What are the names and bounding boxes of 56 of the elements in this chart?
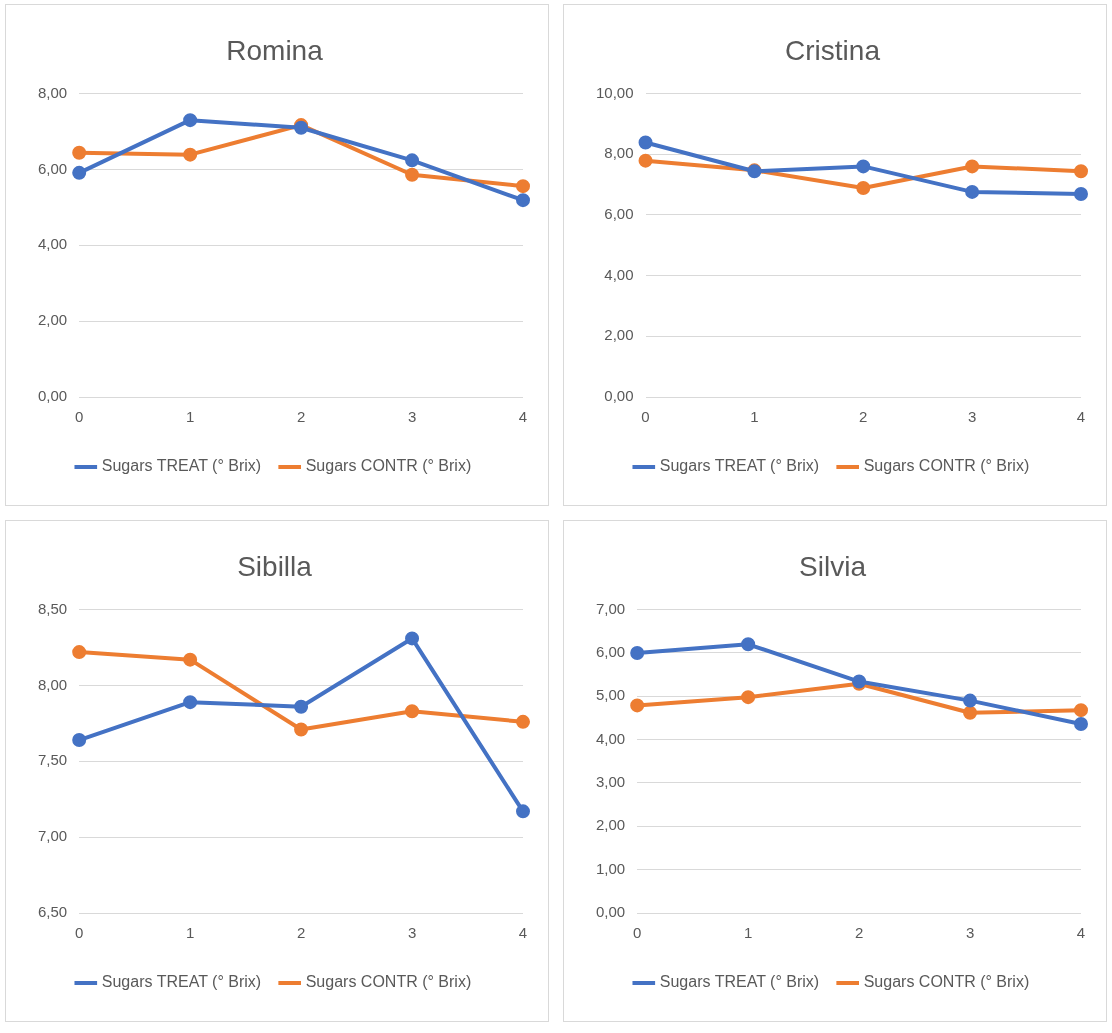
chart-title: Silvia	[799, 550, 867, 582]
y-tick-label: 7,00	[37, 827, 68, 845]
legend-label: Sugars CONTR (° Brix)	[863, 457, 1030, 475]
y-tick-label: 4,00	[37, 235, 68, 253]
x-tick-label: 1	[185, 408, 195, 426]
y-tick-label: 4,00	[595, 729, 626, 747]
x-tick-label: 2	[854, 924, 864, 942]
x-tick-label: 2	[296, 924, 306, 942]
legend-label: Sugars TREAT (° Brix)	[101, 457, 262, 475]
legend-label: Sugars TREAT (° Brix)	[659, 973, 820, 991]
x-tick-label: 2	[859, 408, 868, 426]
y-tick-label: 8,00	[604, 144, 634, 162]
y-tick-label: 8,00	[37, 675, 68, 693]
x-tick-label: 3	[407, 408, 417, 426]
y-tick-label: 2,00	[37, 311, 68, 329]
y-tick-label: 2,00	[595, 816, 626, 834]
y-tick-label: 6,00	[37, 159, 68, 177]
y-tick-label: 0,00	[604, 387, 634, 405]
x-tick-label: 4	[518, 924, 528, 942]
x-tick-label: 0	[75, 408, 84, 426]
y-tick-label: 6,00	[604, 205, 634, 223]
x-tick-label: 4	[518, 408, 528, 426]
x-tick-label: 3	[967, 408, 977, 426]
y-tick-label: 5,00	[595, 686, 626, 704]
y-tick-label: 6,00	[595, 643, 626, 661]
legend-label: Sugars CONTR (° Brix)	[305, 457, 472, 475]
y-tick-label: 6,50	[37, 903, 68, 921]
chart-title: Romina	[226, 34, 324, 66]
x-tick-label: 0	[641, 408, 650, 426]
legend-label: Sugars CONTR (° Brix)	[863, 973, 1030, 991]
chart-title: Sibilla	[237, 550, 313, 582]
x-tick-label: 3	[407, 924, 417, 942]
x-tick-label: 4	[1076, 924, 1086, 942]
y-tick-label: 0,00	[595, 903, 626, 921]
legend-label: Sugars TREAT (° Brix)	[659, 457, 820, 475]
y-tick-label: 8,00	[37, 83, 68, 101]
y-tick-label: 1,00	[595, 859, 626, 877]
chart-title: Cristina	[785, 34, 881, 66]
y-tick-label: 0,00	[37, 387, 68, 405]
y-tick-label: 10,00	[595, 83, 634, 101]
x-tick-label: 4	[1076, 408, 1086, 426]
x-tick-label: 0	[75, 924, 84, 942]
y-tick-label: 4,00	[604, 265, 634, 283]
legend-label: Sugars TREAT (° Brix)	[101, 973, 262, 991]
x-tick-label: 3	[965, 924, 975, 942]
y-tick-label: 8,50	[37, 599, 68, 617]
x-tick-label: 1	[750, 408, 759, 426]
y-tick-label: 7,00	[595, 599, 626, 617]
x-tick-label: 1	[743, 924, 753, 942]
y-tick-label: 7,50	[37, 751, 68, 769]
x-tick-label: 1	[185, 924, 195, 942]
y-tick-label: 3,00	[595, 773, 626, 791]
x-tick-label: 0	[633, 924, 642, 942]
y-tick-label: 2,00	[604, 326, 634, 344]
legend-label: Sugars CONTR (° Brix)	[305, 973, 472, 991]
x-tick-label: 2	[296, 408, 306, 426]
